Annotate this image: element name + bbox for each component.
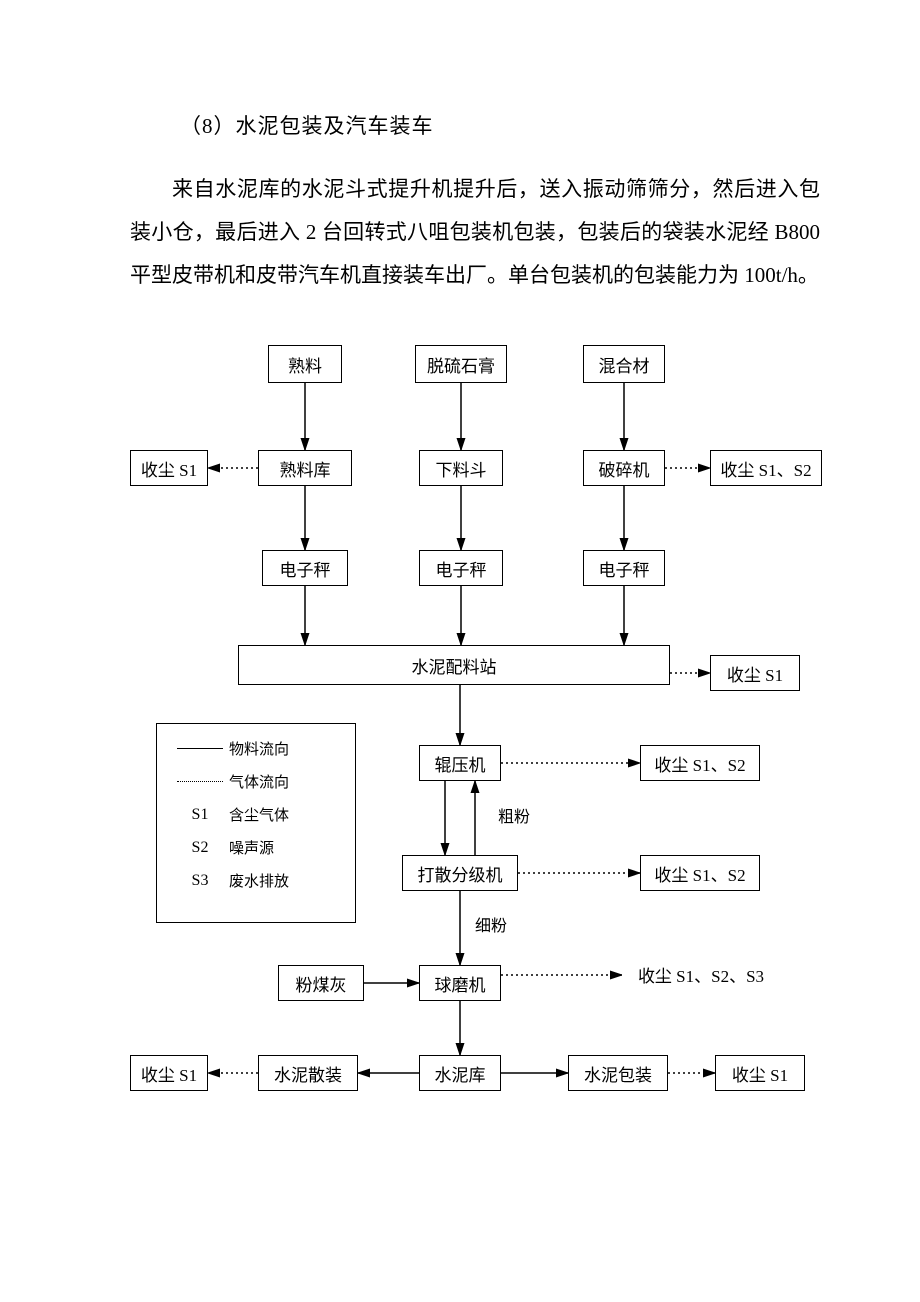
node-dust_r2: 收尘 S1: [710, 655, 800, 691]
legend-row: S2噪声源: [171, 837, 341, 858]
node-dust_l1: 收尘 S1: [130, 450, 208, 486]
node-dust_l2: 收尘 S1: [130, 1055, 208, 1091]
node-batching: 水泥配料站: [238, 645, 670, 685]
legend-row: S3废水排放: [171, 870, 341, 891]
legend-symbol-text: S3: [171, 872, 229, 890]
legend-label-text: 废水排放: [229, 870, 289, 891]
node-bulk: 水泥散装: [258, 1055, 358, 1091]
node-roller: 辊压机: [419, 745, 501, 781]
legend-symbol-text: S1: [171, 806, 229, 824]
node-packing: 水泥包装: [568, 1055, 668, 1091]
legend-row: S1含尘气体: [171, 804, 341, 825]
node-dust_r4: 收尘 S1、S2: [640, 855, 760, 891]
node-dust_r6: 收尘 S1: [715, 1055, 805, 1091]
legend-label-text: 含尘气体: [229, 804, 289, 825]
legend-label-text: 物料流向: [229, 738, 289, 759]
label-coarse: 粗粉: [498, 803, 530, 827]
legend: 物料流向气体流向S1含尘气体S2噪声源S3废水排放: [156, 723, 356, 923]
node-mix: 混合材: [583, 345, 665, 383]
legend-symbol-text: S2: [171, 839, 229, 857]
legend-dotted-line-icon: [171, 781, 229, 782]
node-clinker_store: 熟料库: [258, 450, 352, 486]
node-scale2: 电子秤: [419, 550, 503, 586]
node-gypsum: 脱硫石膏: [415, 345, 507, 383]
legend-label-text: 气体流向: [229, 771, 289, 792]
node-dust_r3: 收尘 S1、S2: [640, 745, 760, 781]
node-scale1: 电子秤: [262, 550, 348, 586]
body-paragraph: 来自水泥库的水泥斗式提升机提升后，送入振动筛筛分，然后进入包装小仓，最后进入 2…: [130, 168, 820, 297]
node-ballmill: 球磨机: [419, 965, 501, 1001]
node-flyash: 粉煤灰: [278, 965, 364, 1001]
node-dust_r1: 收尘 S1、S2: [710, 450, 822, 486]
node-dust_r5: 收尘 S1、S2、S3: [622, 959, 780, 989]
node-crusher: 破碎机: [583, 450, 665, 486]
legend-label-text: 噪声源: [229, 837, 274, 858]
legend-solid-line-icon: [171, 748, 229, 749]
process-flowchart: 熟料脱硫石膏混合材收尘 S1熟料库下料斗破碎机收尘 S1、S2电子秤电子秤电子秤…: [130, 345, 830, 1175]
legend-row: 物料流向: [171, 738, 341, 759]
page: （8）水泥包装及汽车装车 来自水泥库的水泥斗式提升机提升后，送入振动筛筛分，然后…: [0, 0, 920, 1302]
label-fine: 细粉: [475, 912, 507, 936]
legend-row: 气体流向: [171, 771, 341, 792]
node-scale3: 电子秤: [583, 550, 665, 586]
node-hopper: 下料斗: [419, 450, 503, 486]
section-heading: （8）水泥包装及汽车装车: [180, 110, 820, 140]
node-classifier: 打散分级机: [402, 855, 518, 891]
node-silo: 水泥库: [419, 1055, 501, 1091]
node-clinker: 熟料: [268, 345, 342, 383]
